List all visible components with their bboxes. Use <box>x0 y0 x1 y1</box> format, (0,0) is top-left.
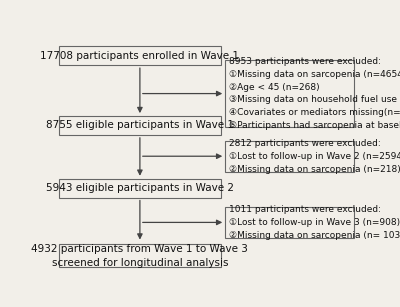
Bar <box>59 179 220 198</box>
Text: 4932 participants from Wave 1 to Wave 3
screened for longitudinal analysis: 4932 participants from Wave 1 to Wave 3 … <box>32 243 248 267</box>
Text: 5943 eligible participants in Wave 2: 5943 eligible participants in Wave 2 <box>46 183 234 193</box>
Bar <box>225 141 354 172</box>
Text: 17708 participants enrolled in Wave 1: 17708 participants enrolled in Wave 1 <box>40 51 239 61</box>
Text: 1011 participants were excluded:
①Lost to follow-up in Wave 3 (n=908)
②Missing d: 1011 participants were excluded: ①Lost t… <box>229 205 400 240</box>
Text: 2812 participants were excluded:
①Lost to follow-up in Wave 2 (n=2594)
②Missing : 2812 participants were excluded: ①Lost t… <box>229 139 400 173</box>
Bar <box>59 244 220 267</box>
Bar <box>59 46 220 65</box>
Bar <box>225 60 354 127</box>
Bar <box>225 207 354 238</box>
Bar <box>59 116 220 135</box>
Text: 8953 participants were excluded:
①Missing data on sarcopenia (n=4654)
②Age < 45 : 8953 participants were excluded: ①Missin… <box>229 57 400 130</box>
Text: 8755 eligible participants in Wave 1: 8755 eligible participants in Wave 1 <box>46 120 234 130</box>
